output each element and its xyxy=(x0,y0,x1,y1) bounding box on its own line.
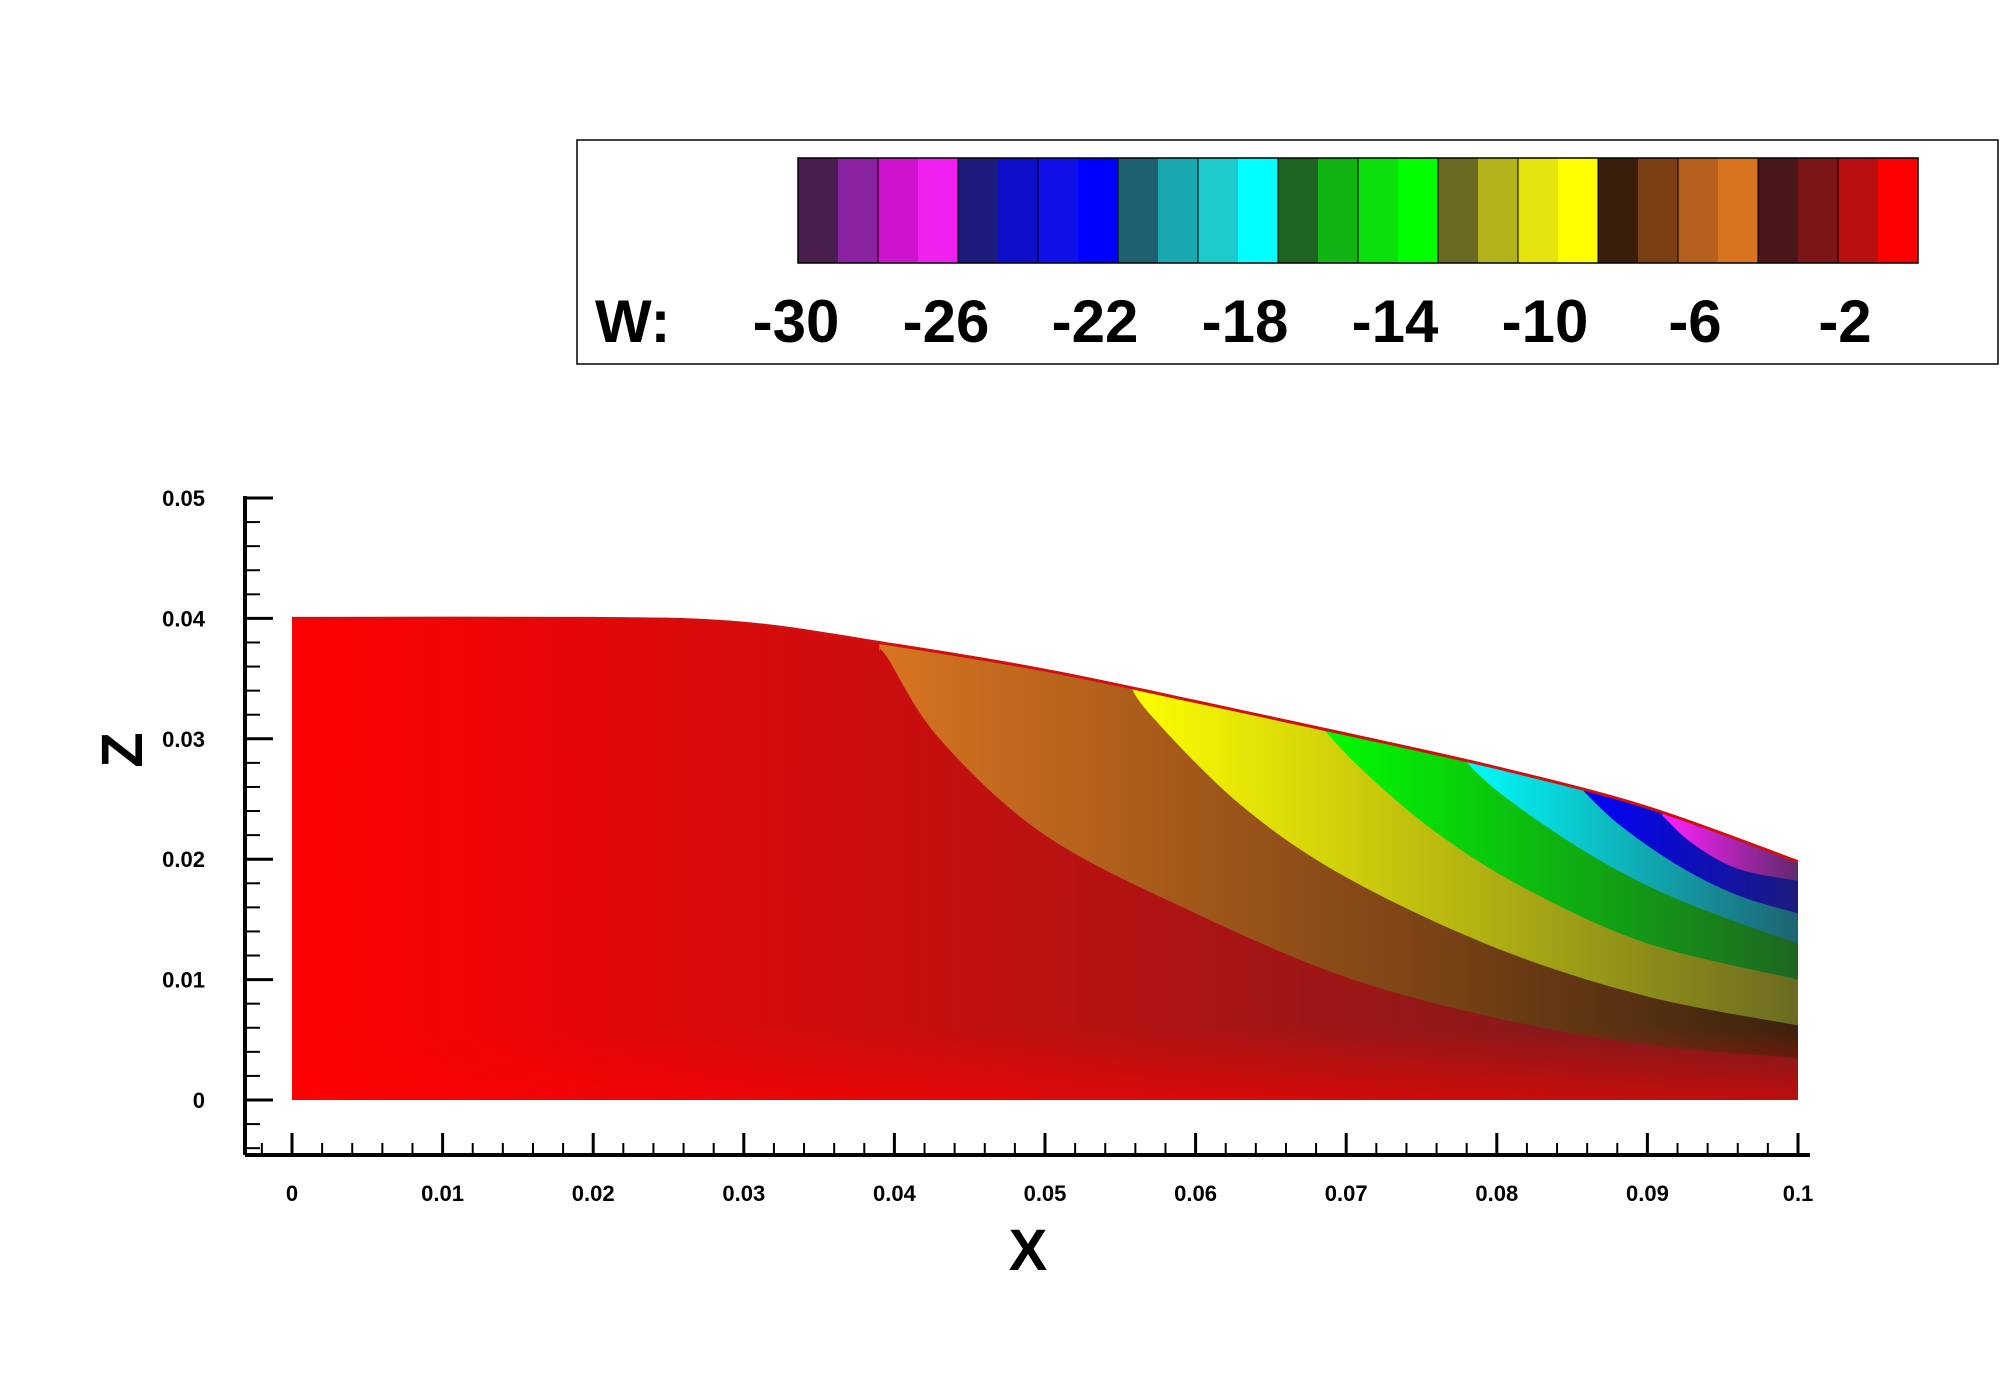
legend-label: -22 xyxy=(1052,288,1139,355)
x-tick-label: 0.01 xyxy=(421,1181,464,1206)
legend-variable-label: W: xyxy=(595,288,671,355)
legend-swatch xyxy=(798,158,839,263)
legend-swatch xyxy=(1478,158,1519,263)
legend-swatch xyxy=(1198,158,1239,263)
legend-label: -2 xyxy=(1818,288,1871,355)
axes: 0 0.01 0.02 0.03 0.04 0.05 0.06 0.07 0.08 0.09 0.1… xyxy=(90,486,1813,1283)
y-tick-label: 0.01 xyxy=(162,968,205,993)
x-tick-label: 0 xyxy=(286,1181,298,1206)
legend-swatch xyxy=(918,158,959,263)
y-tick-label: 0.03 xyxy=(162,727,205,752)
legend-swatch xyxy=(1678,158,1719,263)
contour-region-m26 xyxy=(1662,618,1798,881)
x-tick-label: 0.04 xyxy=(873,1181,917,1206)
legend-swatch xyxy=(838,158,879,263)
legend-swatch xyxy=(1838,158,1879,263)
legend-swatch xyxy=(1358,158,1399,263)
legend-swatch xyxy=(1038,158,1079,263)
contour-fill-layer xyxy=(292,618,1798,1100)
legend-swatch xyxy=(958,158,999,263)
legend-swatch xyxy=(1278,158,1319,263)
legend-swatch xyxy=(1558,158,1599,263)
y-axis-title: Z xyxy=(90,732,155,767)
top-boundary-rim xyxy=(291,616,1799,864)
legend-swatch xyxy=(1318,158,1359,263)
legend-swatch xyxy=(998,158,1039,263)
legend-color-bar xyxy=(797,157,1919,264)
legend-labels: -30 -26 -22 -18 -14 -10 -6 -2 xyxy=(753,288,1872,355)
x-tick-label: 0.1 xyxy=(1783,1181,1814,1206)
y-tick-label: 0.02 xyxy=(162,847,205,872)
x-tick-label: 0.09 xyxy=(1626,1181,1669,1206)
legend-swatch xyxy=(1438,158,1479,263)
legend-label: -26 xyxy=(903,288,990,355)
legend-swatch xyxy=(1158,158,1199,263)
legend-swatch xyxy=(1398,158,1439,263)
x-tick-label: 0.05 xyxy=(1024,1181,1067,1206)
legend-label: -10 xyxy=(1502,288,1589,355)
legend-swatch xyxy=(1598,158,1639,263)
y-tick-label: 0.04 xyxy=(162,606,206,631)
y-tick-label: 0 xyxy=(193,1088,205,1113)
y-tick-label: 0.05 xyxy=(162,486,205,511)
legend-swatch xyxy=(1638,158,1679,263)
x-tick-label: 0.07 xyxy=(1325,1181,1368,1206)
plot-area xyxy=(291,616,1799,1100)
x-axis: 0 0.01 0.02 0.03 0.04 0.05 0.06 0.07 0.08 0.09 0.1 xyxy=(245,1133,1813,1206)
legend-swatch xyxy=(878,158,919,263)
legend-label: -6 xyxy=(1668,288,1721,355)
legend-label: -30 xyxy=(753,288,840,355)
legend-label: -14 xyxy=(1352,288,1439,355)
legend-swatch xyxy=(1518,158,1559,263)
legend-swatch xyxy=(1878,158,1919,263)
legend-swatch xyxy=(1078,158,1119,263)
x-tick-label: 0.02 xyxy=(572,1181,615,1206)
x-tick-label: 0.06 xyxy=(1174,1181,1217,1206)
legend-color-bar-frame xyxy=(797,157,1919,264)
legend-swatch xyxy=(1238,158,1279,263)
legend-swatch xyxy=(1718,158,1759,263)
legend-swatch xyxy=(1758,158,1799,263)
legend: W: -30 -26 -22 -18 -14 -10 -6 -2 xyxy=(576,139,1999,365)
y-axis: 0 0.01 0.02 0.03 0.04 0.05 xyxy=(162,486,273,1155)
legend-swatch xyxy=(1798,158,1839,263)
legend-label: -18 xyxy=(1202,288,1289,355)
x-tick-label: 0.08 xyxy=(1475,1181,1518,1206)
x-tick-label: 0.03 xyxy=(722,1181,765,1206)
legend-swatch xyxy=(1118,158,1159,263)
bottom-shading xyxy=(292,1027,1798,1100)
x-axis-title: X xyxy=(1009,1218,1048,1283)
